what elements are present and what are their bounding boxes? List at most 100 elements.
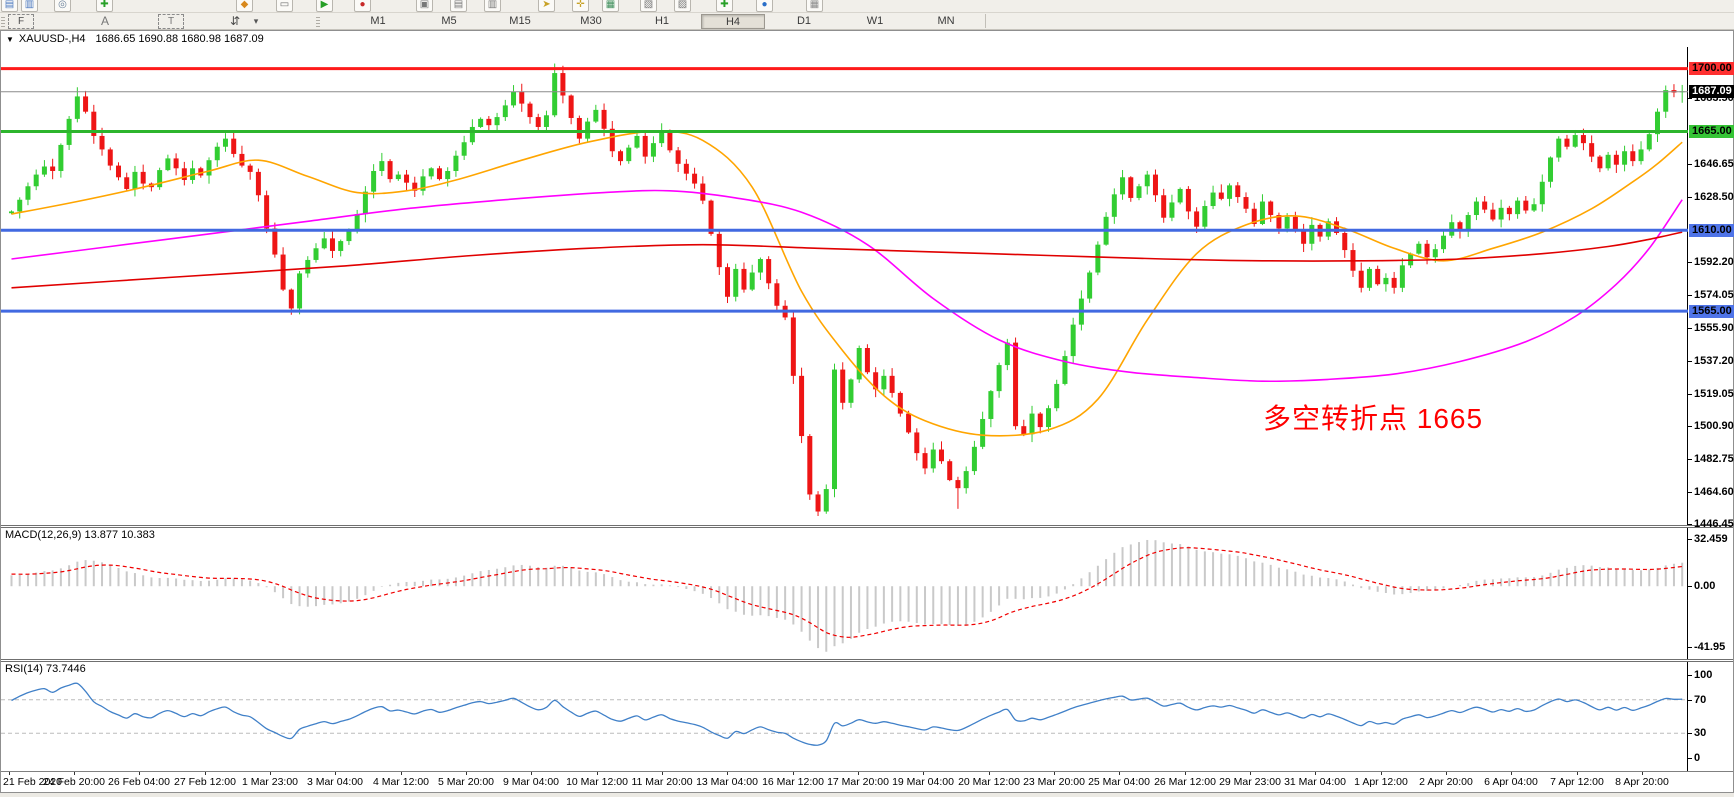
axis-tick-mark	[1688, 164, 1692, 166]
arrows-icon[interactable]: ⇵	[229, 14, 241, 28]
time-label: 27 Feb 12:00	[174, 776, 236, 788]
axis-tick-mark	[1688, 393, 1692, 395]
timeframe-button-d1[interactable]: D1	[796, 15, 812, 27]
time-tick-mark	[1054, 772, 1055, 775]
time-tick-mark	[335, 772, 336, 775]
rsi-tick: 70	[1694, 693, 1707, 706]
rsi-canvas[interactable]	[1, 662, 1688, 771]
timeframe-button-h4[interactable]: H4	[701, 14, 765, 29]
macd-canvas[interactable]	[1, 528, 1688, 659]
time-tick-mark	[9, 772, 10, 775]
timeframe-button-mn[interactable]: MN	[937, 15, 955, 27]
timeframe-button-w1[interactable]: W1	[866, 15, 884, 27]
price-label-1610.00: 1610.00	[1689, 223, 1734, 237]
pane-separator[interactable]	[1, 525, 1733, 528]
add-indicator-icon[interactable]: ✚	[716, 0, 733, 12]
tile-vertical-icon[interactable]: ▥	[484, 0, 501, 12]
time-label: 16 Mar 12:00	[762, 776, 824, 788]
window-stack-icon[interactable]: ▨	[674, 0, 691, 12]
print-icon[interactable]: ▭	[276, 0, 293, 12]
price-tick: 1482.75	[1694, 452, 1734, 465]
time-tick-mark	[1119, 772, 1120, 775]
crosshair-icon[interactable]: ✛	[572, 0, 589, 12]
timeframe-button-m5[interactable]: M5	[441, 15, 457, 27]
axis-tick-mark	[1688, 491, 1692, 493]
text-a-icon[interactable]: A	[100, 14, 109, 28]
macd-tick: -41.95	[1694, 641, 1726, 654]
web-icon[interactable]: ●	[756, 0, 773, 12]
rsi-pane[interactable]: RSI(14) 73.7446	[1, 662, 1688, 771]
axis-tick-mark	[1688, 426, 1692, 428]
axis-tick-mark	[1688, 327, 1692, 329]
rsi-label: RSI(14) 73.7446	[5, 663, 86, 675]
time-label: 10 Mar 12:00	[566, 776, 628, 788]
metaeditor-icon[interactable]: ◆	[236, 0, 253, 12]
chart-list-icon[interactable]: ▥	[21, 0, 38, 12]
time-label: 3 Mar 04:00	[306, 776, 364, 788]
toolbar-row-tools: F A T ⇵ ▾ M1 M5 M15 M30 H1 H4 D1 W1 MN	[0, 13, 1734, 30]
tile-cascade-icon[interactable]: ▣	[416, 0, 433, 12]
cursor-icon[interactable]: ➤	[538, 0, 555, 12]
macd-axis: 32.459 0.00 -41.95	[1688, 528, 1733, 659]
price-tick: 1574.05	[1694, 288, 1734, 301]
tile-horizontal-icon[interactable]: ▤	[450, 0, 467, 12]
price-tick: 1464.60	[1694, 485, 1734, 498]
stop-icon[interactable]: ●	[354, 0, 371, 12]
axis-tick-mark	[1688, 699, 1692, 701]
macd-pane[interactable]: MACD(12,26,9) 13.877 10.383	[1, 528, 1688, 659]
macd-tick: 32.459	[1694, 532, 1728, 545]
rsi-tick: 30	[1694, 727, 1707, 740]
time-tick-mark	[1381, 772, 1382, 775]
new-chart-icon[interactable]: ▤	[1, 0, 18, 12]
price-tick: 1628.50	[1694, 191, 1734, 204]
window-tile-icon[interactable]: ▧	[640, 0, 657, 12]
time-tick-mark	[205, 772, 206, 775]
time-label: 23 Mar 20:00	[1023, 776, 1085, 788]
timeframe-button-m30[interactable]: M30	[580, 15, 602, 27]
new-order-icon[interactable]: ✚	[96, 0, 113, 12]
time-label: 24 Feb 20:00	[43, 776, 105, 788]
time-tick-mark	[270, 772, 271, 775]
chart-window: ▼ XAUUSD-,H4 1686.65 1690.88 1680.98 168…	[0, 30, 1734, 793]
time-label: 4 Mar 12:00	[372, 776, 430, 788]
chevron-down-icon[interactable]: ▾	[253, 16, 259, 26]
calculator-icon[interactable]: ▦	[806, 0, 823, 12]
time-tick-mark	[597, 772, 598, 775]
axis-tick-mark	[1688, 524, 1692, 526]
axis-tick-mark	[1688, 586, 1692, 588]
pane-separator[interactable]	[1, 659, 1733, 662]
time-tick-mark	[1511, 772, 1512, 775]
symbol-dropdown-icon[interactable]: ▼	[6, 34, 14, 44]
timeframe-button-m1[interactable]: M1	[370, 15, 386, 27]
data-window-icon[interactable]: ▦	[602, 0, 619, 12]
toolbar-grip[interactable]	[316, 15, 320, 27]
main-chart-canvas[interactable]	[1, 47, 1688, 525]
quick-grid-f-icon[interactable]: F	[8, 14, 34, 29]
price-label-1700.00: 1700.00	[1689, 62, 1734, 76]
text-label-icon[interactable]: T	[158, 14, 184, 29]
time-tick-mark	[662, 772, 663, 775]
preview-icon[interactable]: ▶	[316, 0, 333, 12]
time-axis[interactable]: 21 Feb 2020 24 Feb 20:00 26 Feb 04:00 27 Fe…	[1, 771, 1733, 792]
price-tick: 1519.05	[1694, 387, 1734, 400]
macd-tick: 0.00	[1694, 580, 1716, 593]
toolbar-grip[interactable]	[1, 15, 5, 27]
zoom-icon[interactable]: ◎	[54, 0, 71, 12]
timeframe-button-h1[interactable]: H1	[654, 15, 670, 27]
symbol-timeframe-label: XAUUSD-,H4	[18, 33, 86, 45]
main-chart-pane[interactable]: 多空转折点 1665	[1, 47, 1688, 525]
time-label: 25 Mar 04:00	[1088, 776, 1150, 788]
axis-tick-mark	[1688, 674, 1692, 676]
chart-title-bar: ▼ XAUUSD-,H4 1686.65 1690.88 1680.98 168…	[1, 31, 1733, 47]
price-tick: 1592.20	[1694, 256, 1734, 269]
toolbar-divider	[985, 14, 986, 28]
timeframe-button-m15[interactable]: M15	[509, 15, 531, 27]
axis-tick-mark	[1688, 538, 1692, 540]
ma-mid-magenta	[11, 189, 1683, 383]
price-axis[interactable]: 1683.501646.651628.501592.201574.051555.…	[1688, 47, 1734, 530]
time-tick-mark	[923, 772, 924, 775]
price-tick: 1537.20	[1694, 355, 1734, 368]
axis-tick-mark	[1688, 758, 1692, 760]
price-tick: 1646.65	[1694, 158, 1734, 171]
time-label: 11 Mar 20:00	[631, 776, 693, 788]
